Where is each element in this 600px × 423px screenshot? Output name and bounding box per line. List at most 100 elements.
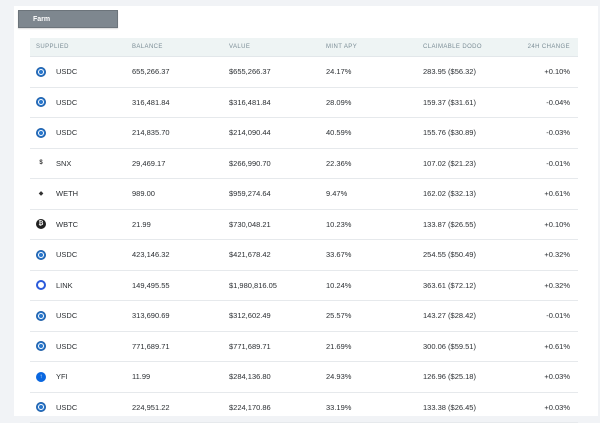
token-name: USDC (56, 98, 77, 107)
header-balance: BALANCE (124, 44, 221, 50)
balance-cell: 423,146.32 (124, 250, 221, 259)
supplied-cell: USDC (30, 311, 124, 321)
token-name: USDC (56, 342, 77, 351)
token-name: LINK (56, 281, 73, 290)
balance-cell: 11.99 (124, 372, 221, 381)
change-cell: +0.61% (521, 342, 578, 351)
claimable-dodo-cell: 133.38 ($26.45) (415, 403, 521, 412)
change-cell: +0.61% (521, 189, 578, 198)
token-name: YFI (56, 372, 68, 381)
usdc-icon (36, 250, 46, 260)
farm-table: SUPPLIED BALANCE VALUE MINT APY CLAIMABL… (30, 38, 578, 423)
supplied-cell: ◆ WETH (30, 189, 124, 199)
value-cell: $284,136.80 (221, 372, 318, 381)
mint-apy-cell: 22.36% (318, 159, 415, 168)
claimable-dodo-cell: 254.55 ($50.49) (415, 250, 521, 259)
value-cell: $655,266.37 (221, 67, 318, 76)
mint-apy-cell: 9.47% (318, 189, 415, 198)
change-cell: +0.03% (521, 403, 578, 412)
usdc-icon (36, 97, 46, 107)
mint-apy-cell: 28.09% (318, 98, 415, 107)
supplied-cell: USDC (30, 128, 124, 138)
claimable-dodo-cell: 363.61 ($72.12) (415, 281, 521, 290)
change-cell: -0.01% (521, 159, 578, 168)
change-cell: +0.32% (521, 281, 578, 290)
mint-apy-cell: 10.23% (318, 220, 415, 229)
supplied-cell: $ SNX (30, 158, 124, 168)
value-cell: $771,689.71 (221, 342, 318, 351)
balance-cell: 313,690.69 (124, 311, 221, 320)
change-cell: -0.03% (521, 128, 578, 137)
mint-apy-cell: 33.19% (318, 403, 415, 412)
header-claimable-dodo: CLAIMABLE DODO (415, 44, 521, 50)
usdc-icon (36, 128, 46, 138)
change-cell: +0.10% (521, 67, 578, 76)
change-cell: +0.32% (521, 250, 578, 259)
token-name: SNX (56, 159, 71, 168)
mint-apy-cell: 24.93% (318, 372, 415, 381)
supplied-cell: ↑YFI (30, 372, 124, 382)
change-cell: -0.04% (521, 98, 578, 107)
usdc-icon (36, 402, 46, 412)
balance-cell: 214,835.70 (124, 128, 221, 137)
claimable-dodo-cell: 143.27 ($28.42) (415, 311, 521, 320)
usdc-icon (36, 311, 46, 321)
claimable-dodo-cell: 283.95 ($56.32) (415, 67, 521, 76)
claimable-dodo-cell: 126.96 ($25.18) (415, 372, 521, 381)
header-value: VALUE (221, 44, 318, 50)
value-cell: $214,090.44 (221, 128, 318, 137)
value-cell: $959,274.64 (221, 189, 318, 198)
value-cell: $312,602.49 (221, 311, 318, 320)
header-24h-change: 24H CHANGE (521, 44, 578, 50)
supplied-cell: USDC (30, 97, 124, 107)
change-cell: +0.03% (521, 372, 578, 381)
weth-icon: ◆ (36, 189, 46, 199)
mint-apy-cell: 33.67% (318, 250, 415, 259)
token-name: USDC (56, 250, 77, 259)
token-name: USDC (56, 403, 77, 412)
value-cell: $1,980,816.05 (221, 281, 318, 290)
claimable-dodo-cell: 162.02 ($32.13) (415, 189, 521, 198)
snx-icon: $ (36, 158, 46, 168)
claimable-dodo-cell: 107.02 ($21.23) (415, 159, 521, 168)
value-cell: $266,990.70 (221, 159, 318, 168)
balance-cell: 771,689.71 (124, 342, 221, 351)
change-cell: +0.10% (521, 220, 578, 229)
value-cell: $224,170.86 (221, 403, 318, 412)
claimable-dodo-cell: 155.76 ($30.89) (415, 128, 521, 137)
token-name: WETH (56, 189, 78, 198)
balance-cell: 29,469.17 (124, 159, 221, 168)
supplied-cell: ₿WBTC (30, 219, 124, 229)
claimable-dodo-cell: 300.06 ($59.51) (415, 342, 521, 351)
header-supplied: SUPPLIED (30, 44, 124, 50)
balance-cell: 21.99 (124, 220, 221, 229)
farm-tab[interactable]: Farm (18, 10, 118, 28)
link-icon (36, 280, 46, 290)
usdc-icon (36, 341, 46, 351)
supplied-cell: USDC (30, 402, 124, 412)
mint-apy-cell: 21.69% (318, 342, 415, 351)
mint-apy-cell: 25.57% (318, 311, 415, 320)
usdc-icon (36, 67, 46, 77)
token-name: USDC (56, 311, 77, 320)
balance-cell: 316,481.84 (124, 98, 221, 107)
supplied-cell: USDC (30, 67, 124, 77)
value-cell: $421,678.42 (221, 250, 318, 259)
mint-apy-cell: 24.17% (318, 67, 415, 76)
balance-cell: 224,951.22 (124, 403, 221, 412)
wbtc-icon: ₿ (36, 219, 46, 229)
supplied-cell: USDC (30, 250, 124, 260)
supplied-cell: USDC (30, 341, 124, 351)
